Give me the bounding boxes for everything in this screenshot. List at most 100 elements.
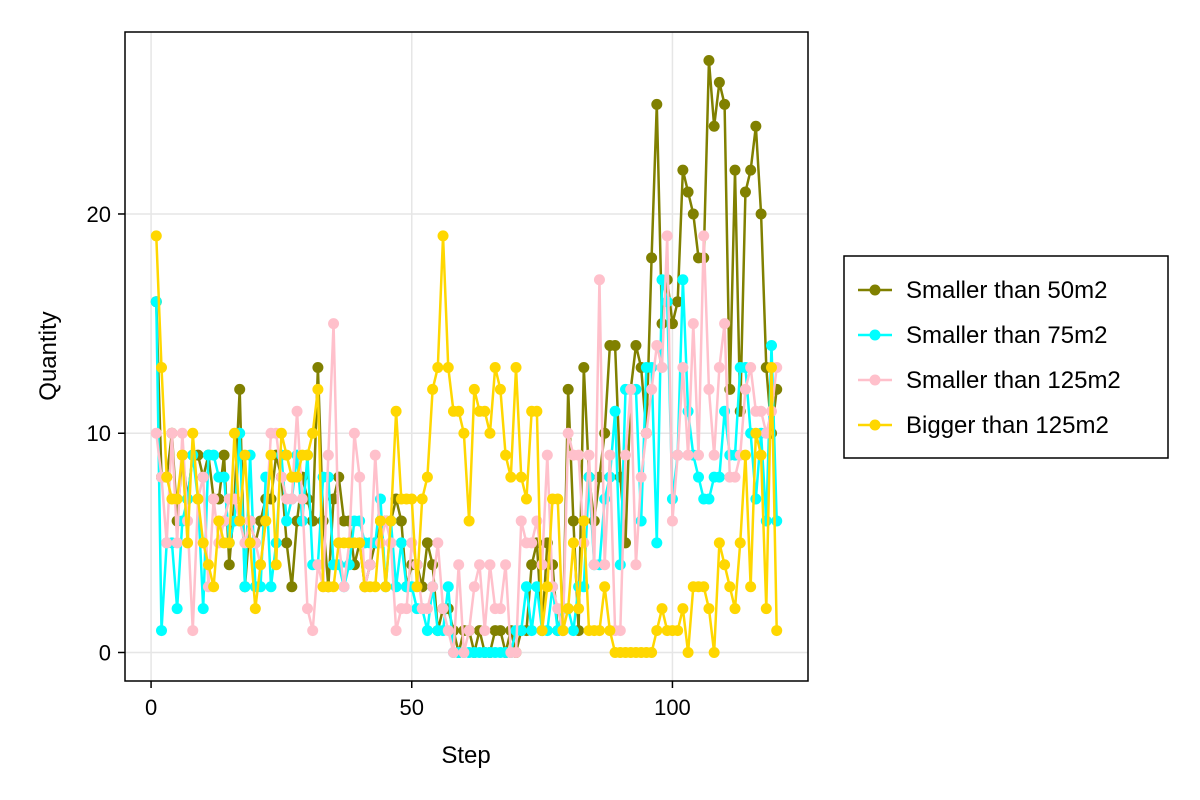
data-point (755, 208, 767, 220)
data-point (338, 581, 350, 593)
x-axis-label: Step (441, 742, 490, 769)
data-point (651, 98, 663, 110)
data-point (515, 625, 527, 637)
data-point (646, 647, 658, 658)
data-point (270, 559, 282, 571)
data-point (197, 471, 209, 483)
data-point (755, 449, 767, 461)
data-point (646, 383, 658, 395)
data-point (526, 625, 538, 637)
data-point (416, 493, 428, 505)
data-point (395, 515, 407, 527)
legend-item: Smaller than 125m2 (858, 367, 1121, 394)
data-point (275, 471, 287, 483)
data-point (286, 493, 298, 505)
data-point (573, 603, 585, 615)
data-point (693, 449, 705, 461)
data-point (620, 449, 632, 461)
data-point (609, 405, 621, 417)
data-point (672, 625, 684, 637)
data-point (713, 471, 725, 483)
data-point (171, 537, 183, 549)
data-point (312, 383, 324, 395)
data-point (354, 471, 366, 483)
legend-item: Smaller than 50m2 (858, 277, 1107, 304)
data-point (651, 537, 663, 549)
data-point (708, 647, 720, 658)
data-point (468, 383, 480, 395)
legend-label: Smaller than 75m2 (906, 322, 1107, 349)
data-point (328, 581, 340, 593)
data-point (677, 274, 689, 286)
data-point (275, 427, 287, 439)
data-point (176, 427, 188, 439)
y-tick-label: 0 (99, 640, 111, 665)
data-point (677, 164, 689, 176)
data-point (515, 515, 527, 527)
data-point (427, 383, 439, 395)
data-point (390, 405, 402, 417)
data-point (640, 427, 652, 439)
data-point (646, 252, 658, 264)
data-point (208, 493, 220, 505)
data-point (567, 537, 579, 549)
data-point (354, 537, 366, 549)
data-point (234, 383, 246, 395)
data-point (677, 361, 689, 373)
legend-item: Smaller than 75m2 (858, 322, 1107, 349)
data-point (630, 340, 642, 352)
data-point (510, 647, 522, 658)
data-point (260, 515, 272, 527)
data-point (265, 581, 277, 593)
data-point (766, 340, 777, 352)
data-point (630, 559, 642, 571)
legend-swatch-marker (869, 329, 881, 341)
data-point (322, 449, 334, 461)
legend-box (843, 255, 1169, 459)
data-point (291, 471, 303, 483)
data-point (161, 537, 173, 549)
data-point (244, 537, 256, 549)
legend-swatch-marker (869, 284, 881, 296)
data-point (484, 559, 496, 571)
data-point (432, 537, 444, 549)
data-point (150, 230, 162, 242)
data-point (458, 647, 470, 658)
data-point (567, 515, 579, 527)
data-point (713, 361, 725, 373)
data-point (182, 537, 194, 549)
data-point (703, 55, 715, 66)
data-point (562, 427, 574, 439)
data-point (421, 625, 433, 637)
data-point (421, 471, 433, 483)
data-point (150, 427, 162, 439)
data-point (208, 449, 220, 461)
data-point (192, 493, 204, 505)
data-point (255, 559, 267, 571)
data-point (176, 449, 188, 461)
data-point (354, 515, 366, 527)
data-point (494, 383, 506, 395)
data-point (463, 515, 475, 527)
data-point (578, 515, 590, 527)
data-point (234, 515, 246, 527)
data-point (223, 537, 235, 549)
data-point (197, 603, 209, 615)
data-point (724, 581, 736, 593)
data-point (369, 449, 381, 461)
data-point (541, 581, 553, 593)
data-point (437, 603, 449, 615)
data-point (421, 537, 433, 549)
data-point (531, 405, 543, 417)
y-axis-label: Quantity (35, 311, 62, 400)
data-point (520, 493, 532, 505)
x-tick-label: 0 (145, 695, 157, 720)
data-point (307, 515, 319, 527)
data-point (281, 515, 293, 527)
data-point (651, 340, 663, 352)
data-point (494, 625, 506, 637)
data-point (739, 383, 751, 395)
data-point (708, 120, 720, 132)
data-point (734, 537, 746, 549)
data-point (651, 625, 663, 637)
